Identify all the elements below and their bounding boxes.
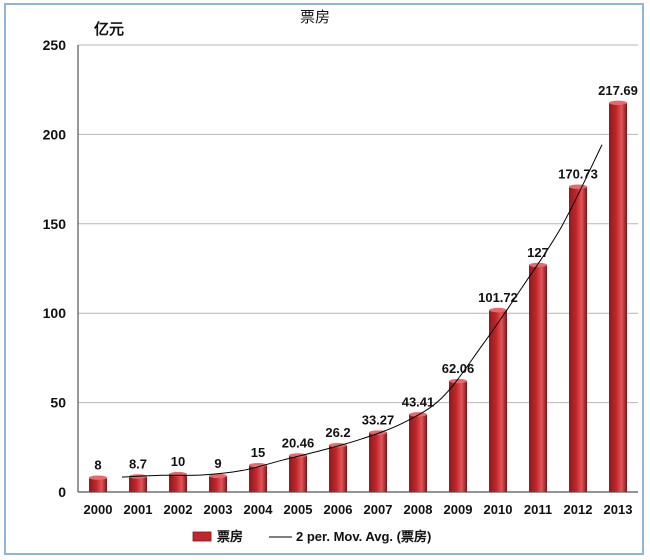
data-labels: 8 8.7 10 9 15 20.46 26.2 33.27 43.41 62.06 101.72 1… bbox=[94, 83, 638, 473]
x-tick-label-2002: 2002 bbox=[164, 502, 193, 517]
bar-top-2013 bbox=[609, 100, 627, 105]
bar-2011 bbox=[529, 264, 547, 492]
data-label-2009: 62.06 bbox=[442, 361, 475, 376]
y-tick-label-250: 250 bbox=[43, 37, 67, 53]
x-tick-label-2012: 2012 bbox=[564, 502, 593, 517]
data-label-2002: 10 bbox=[171, 454, 185, 469]
y-tick-labels: 0 50 100 150 200 250 bbox=[43, 37, 67, 500]
y-tick-label-200: 200 bbox=[43, 126, 67, 142]
bar-top-2012 bbox=[569, 184, 587, 189]
chart-title: 票房 bbox=[300, 9, 330, 26]
data-label-2003: 9 bbox=[214, 456, 221, 471]
bar-top-2011 bbox=[529, 262, 547, 268]
x-tick-label-2007: 2007 bbox=[364, 502, 393, 517]
bar-2002 bbox=[169, 474, 187, 492]
bar-2000 bbox=[89, 477, 107, 492]
x-tick-label-2000: 2000 bbox=[84, 502, 113, 517]
data-label-2001: 8.7 bbox=[129, 456, 147, 471]
x-tick-label-2008: 2008 bbox=[404, 502, 433, 517]
moving-average-trendline bbox=[121, 144, 603, 478]
bar-top-2005 bbox=[289, 453, 307, 458]
bar-2006 bbox=[329, 445, 347, 492]
bar-top-2006 bbox=[329, 442, 347, 448]
data-label-2004: 15 bbox=[251, 445, 265, 460]
x-tick-label-2006: 2006 bbox=[324, 502, 353, 517]
legend-swatch-bars bbox=[192, 531, 212, 542]
data-label-2010: 101.72 bbox=[478, 290, 518, 305]
y-tick-label-0: 0 bbox=[58, 484, 66, 500]
data-label-2000: 8 bbox=[94, 458, 101, 473]
data-label-2006: 26.2 bbox=[325, 425, 350, 440]
gridlines bbox=[78, 44, 638, 404]
y-tick-label-50: 50 bbox=[50, 395, 66, 411]
data-label-2005: 20.46 bbox=[282, 435, 315, 450]
data-label-2012: 170.73 bbox=[558, 167, 598, 182]
bar-2012 bbox=[569, 186, 587, 493]
data-label-2008: 43.41 bbox=[402, 394, 435, 409]
data-label-2011: 127 bbox=[527, 245, 549, 260]
y-axis-unit: 亿元 bbox=[94, 20, 124, 38]
legend-label-trendline: 2 per. Mov. Avg. (票房) bbox=[296, 529, 431, 544]
trendline-layer bbox=[121, 144, 603, 478]
bar-2005 bbox=[289, 455, 307, 492]
data-label-2007: 33.27 bbox=[362, 413, 395, 428]
bar-2009 bbox=[449, 381, 467, 492]
x-tick-label-2011: 2011 bbox=[524, 502, 552, 517]
x-tick-label-2010: 2010 bbox=[484, 502, 513, 517]
bars bbox=[89, 100, 627, 493]
bar-top-2003 bbox=[209, 473, 227, 479]
bar-2007 bbox=[369, 432, 387, 492]
bar-top-2008 bbox=[409, 412, 427, 417]
x-tick-label-2005: 2005 bbox=[284, 502, 313, 517]
y-tick-label-150: 150 bbox=[43, 216, 67, 232]
bar-top-2009 bbox=[449, 378, 467, 384]
y-tick-label-100: 100 bbox=[43, 305, 67, 321]
bar-2003 bbox=[209, 475, 227, 492]
x-tick-label-2003: 2003 bbox=[204, 502, 233, 517]
x-tick-label-2013: 2013 bbox=[604, 502, 633, 517]
legend-label-bars: 票房 bbox=[217, 529, 243, 544]
bar-2004 bbox=[249, 465, 267, 492]
bar-2010 bbox=[489, 310, 507, 492]
bar-2008 bbox=[409, 414, 427, 492]
data-label-2013: 217.69 bbox=[598, 83, 638, 98]
bar-top-2010 bbox=[489, 307, 507, 313]
x-tick-label-2009: 2009 bbox=[444, 502, 473, 517]
x-tick-labels: 2000 2001 2002 2003 2004 2005 2006 2007 2008 2009… bbox=[84, 502, 633, 517]
x-tick-label-2004: 2004 bbox=[244, 502, 274, 517]
bar-2013 bbox=[609, 102, 627, 493]
bar-top-2000 bbox=[89, 475, 107, 480]
bar-top-2004 bbox=[249, 462, 267, 468]
legend: 票房 2 per. Mov. Avg. (票房) bbox=[192, 529, 431, 544]
x-tick-label-2001: 2001 bbox=[124, 502, 153, 517]
bar-2001 bbox=[129, 476, 147, 492]
